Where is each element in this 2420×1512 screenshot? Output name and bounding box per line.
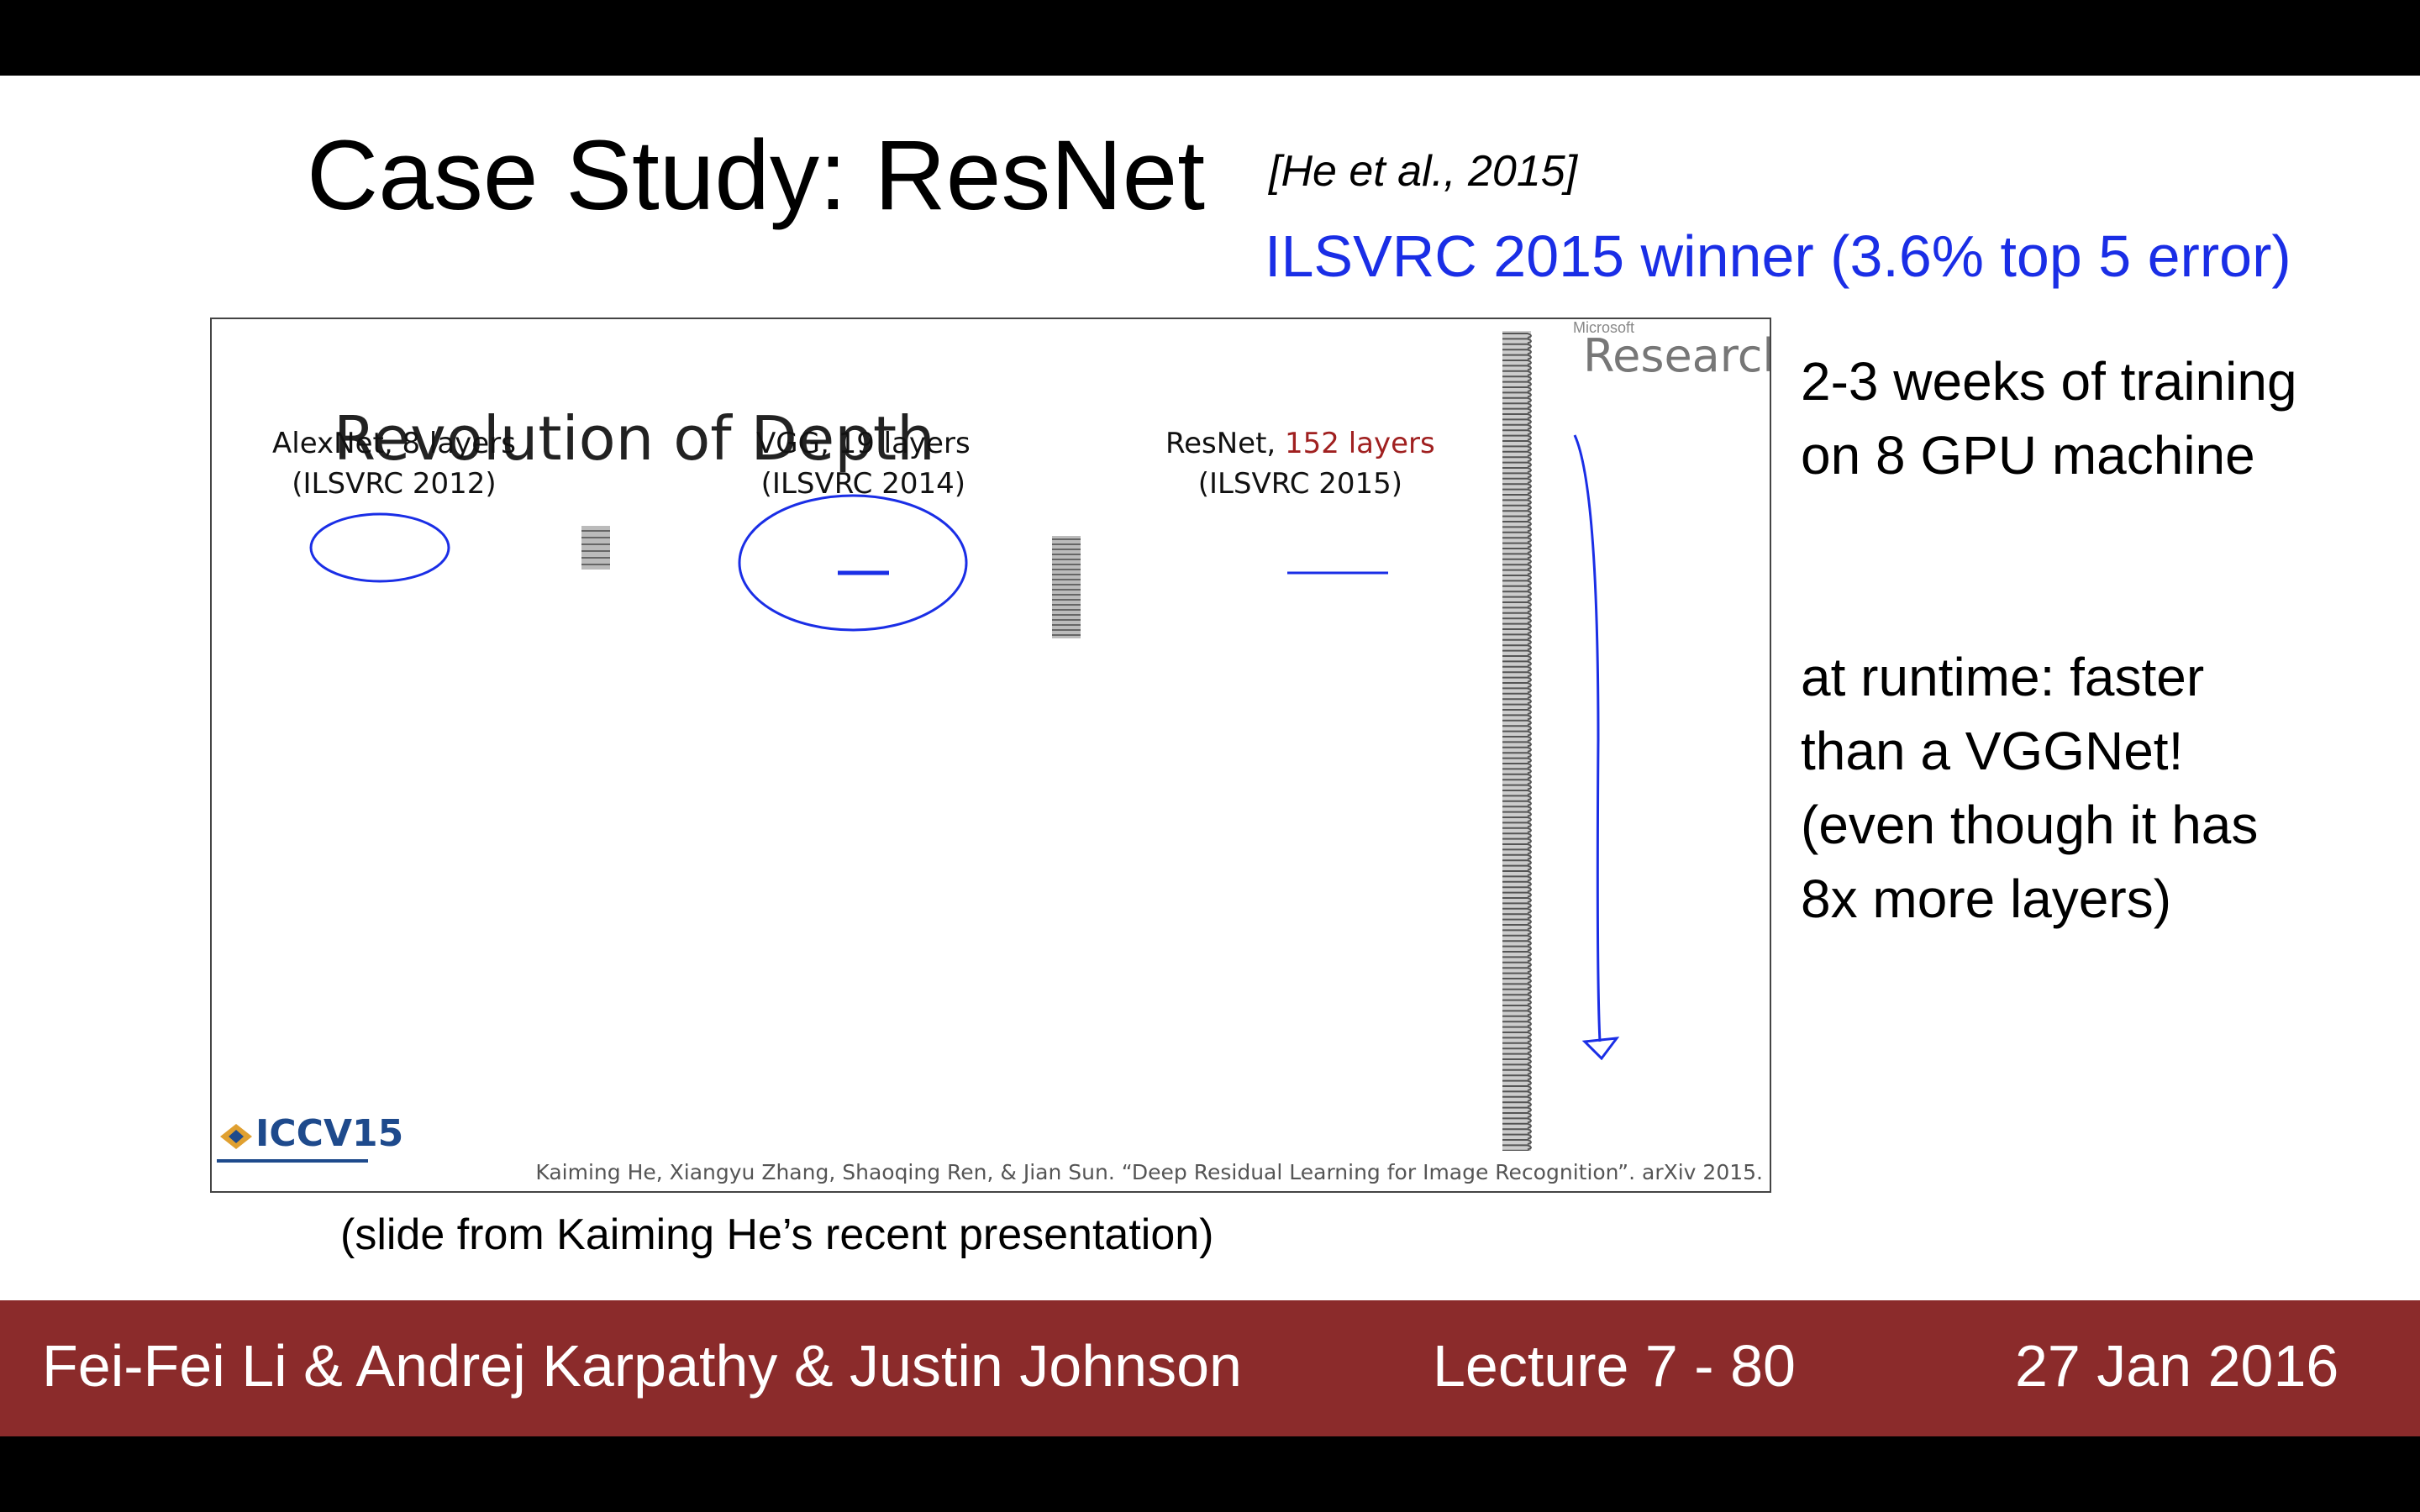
alexnet-name: AlexNet, [272,427,402,460]
resnet-year: (ILSVRC 2015) [1197,467,1403,501]
resnet-layer-stack [1502,331,1532,1151]
side-note-line-4: than a VGGNet! [1801,721,2184,781]
iccv-logo-text: ICCV15 [255,1112,404,1155]
paper-reference: Kaiming He, Xiangyu Zhang, Shaoqing Ren,… [535,1160,1763,1184]
depth-arrow-head [1581,1037,1620,1061]
slide-caption: (slide from Kaiming He’s recent presenta… [340,1210,1214,1259]
footer-lecture: Lecture 7 - 80 [1433,1333,1796,1399]
embedded-slide-image: Microsoft Research Revolution of Depth A… [210,318,1771,1193]
depth-arrow [1573,434,1602,1042]
letterbox-bottom [0,1436,2420,1512]
lecture-slide: Case Study: ResNet [He et al., 2015] ILS… [0,76,2420,1436]
iccv-logo: ICCV15 [217,1112,403,1171]
resnet-label: ResNet, 152 layers (ILSVRC 2015) [1165,423,1435,504]
slide-title: Case Study: ResNet [307,120,1206,231]
side-note-line-1: 2-3 weeks of training [1801,351,2297,412]
side-note-line-3: at runtime: faster [1801,647,2205,707]
microsoft-label: Microsoft [1573,319,1635,336]
footer-date: 27 Jan 2016 [2015,1333,2339,1399]
side-note-line-5: (even though it has [1801,795,2259,855]
vgg-layers: 19 layers [838,427,971,460]
slide-footer: Fei-Fei Li & Andrej Karpathy & Justin Jo… [0,1300,2420,1436]
winner-text: ILSVRC 2015 winner (3.6% top 5 error) [1265,223,2291,289]
alexnet-layer-stack [581,526,610,570]
resnet-layers: 152 layers [1285,427,1435,460]
alexnet-year: (ILSVRC 2012) [292,467,497,501]
footer-authors: Fei-Fei Li & Andrej Karpathy & Justin Jo… [42,1333,1242,1399]
alexnet-circle [309,512,450,583]
side-note-line-2: on 8 GPU machine [1801,425,2255,486]
citation: [He et al., 2015] [1269,147,1578,196]
letterbox-top [0,0,2420,76]
research-label: Research [1583,329,1771,382]
embedded-heading: Revolution of Depth [334,403,935,474]
iccv-logo-icon [220,1124,252,1149]
handwritten-annotations [309,434,1620,1061]
vgg-circle [738,494,968,632]
vgg-layer-stack [1052,536,1081,638]
alexnet-layers: 8 layers [402,427,516,460]
alexnet-label: AlexNet, 8 layers (ILSVRC 2012) [272,423,516,504]
resnet-name: ResNet, [1165,427,1286,460]
side-note-line-6: 8x more layers) [1801,869,2171,929]
vgg-name: VGG, [756,427,839,460]
